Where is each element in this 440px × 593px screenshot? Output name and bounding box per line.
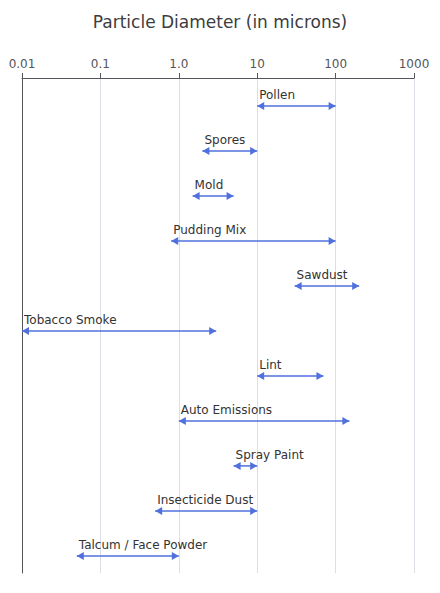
svg-text:Pollen: Pollen [259,88,295,102]
svg-text:Tobacco Smoke: Tobacco Smoke [23,313,117,327]
svg-text:Auto Emissions: Auto Emissions [181,403,272,417]
svg-text:0.1: 0.1 [91,57,110,71]
svg-text:Sawdust: Sawdust [297,268,348,282]
svg-text:Talcum / Face Powder: Talcum / Face Powder [78,538,208,552]
svg-text:Insecticide Dust: Insecticide Dust [157,493,253,507]
svg-text:100: 100 [324,57,347,71]
svg-text:Spores: Spores [204,133,245,147]
svg-text:Mold: Mold [195,178,224,192]
svg-text:Pudding Mix: Pudding Mix [173,223,246,237]
svg-text:1000: 1000 [399,57,430,71]
svg-text:Lint: Lint [259,358,282,372]
svg-text:0.01: 0.01 [9,57,36,71]
svg-text:Spray Paint: Spray Paint [236,448,304,462]
svg-text:1.0: 1.0 [169,57,188,71]
svg-text:Particle Diameter (in microns): Particle Diameter (in microns) [93,12,347,32]
svg-text:10: 10 [250,57,265,71]
